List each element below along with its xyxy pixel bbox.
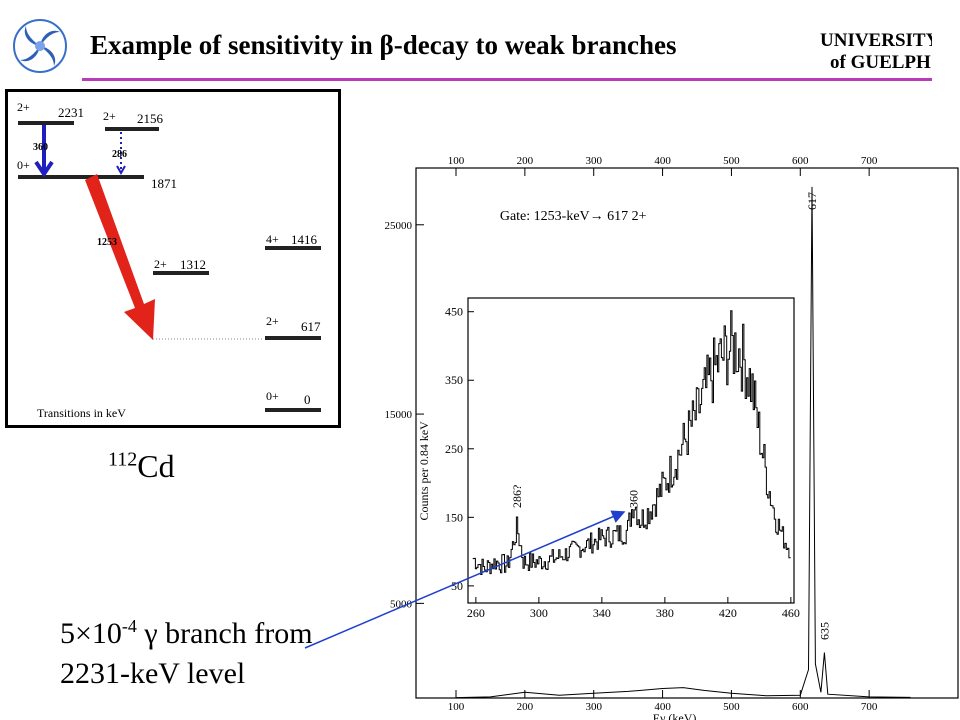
nucleus-mass: 112 (108, 448, 138, 471)
inset-y-tick-label: 250 (445, 442, 463, 456)
level-1312-spin: 2+ (154, 257, 167, 271)
inset-x-tick-label: 420 (719, 606, 737, 620)
inset-y-tick-label: 50 (451, 579, 463, 593)
main-spectrum: 100 100 200 200 300 300 400 400 500 500 600 600 700 7… (385, 155, 959, 720)
title-divider (82, 78, 932, 81)
transition-1253-arrow (85, 174, 155, 340)
main-plot-frame (415, 167, 959, 699)
main-x-tick-label-top: 500 (723, 155, 740, 167)
level-1312-energy: 1312 (180, 257, 206, 272)
slide-title: Example of sensitivity in β-decay to wea… (90, 30, 677, 60)
transition-360-label: 360 (33, 142, 48, 153)
main-y-tick-label: 15000 (385, 409, 413, 421)
inset-x-tick-label: 340 (593, 606, 611, 620)
inset-y-tick-label: 450 (445, 305, 463, 319)
transition-1253-label: 1253 (97, 237, 117, 248)
level-0-spin: 0+ (266, 389, 279, 403)
main-x-tick-label-top: 100 (448, 155, 465, 167)
inset-y-tick-label: 150 (445, 510, 463, 524)
swirl-logo-icon (13, 19, 67, 73)
main-x-tick-label-top: 400 (654, 155, 671, 167)
main-x-tick-label-top: 200 (517, 155, 534, 167)
university-guelph-logo: UNIVERSITY of GUELPH (820, 26, 940, 74)
branch-line1-suffix: γ branch from (136, 617, 313, 650)
level-1871-energy: 1871 (151, 176, 177, 191)
units-caption: Transitions in keV (37, 406, 126, 420)
transition-286-arrowhead (116, 165, 126, 176)
branch-annotation: 5×10-4 γ branch from 2231-keV level (60, 606, 313, 694)
main-series-line (455, 186, 911, 699)
level-617-spin: 2+ (266, 314, 279, 328)
nucleus-label: 112Cd (108, 448, 175, 485)
main-x-tick-label-bottom: 400 (654, 701, 671, 713)
main-chart-title: Gate: 1253-keV→ 617 2+ (500, 209, 647, 224)
main-x-axis-label: Eγ (keV) (653, 711, 697, 720)
level-2156-energy: 2156 (137, 111, 164, 126)
main-x-tick-label-bottom: 300 (585, 701, 602, 713)
main-x-tick-label-bottom: 600 (792, 701, 809, 713)
branch-line2: 2231-keV level (60, 657, 246, 690)
inset-spectrum: 260 300 340 380 420 460 50 150 250 350 450 286? 360 C… (417, 297, 800, 620)
main-peak-label: 635 (817, 622, 831, 640)
level-617-energy: 617 (301, 319, 321, 334)
level-1416-energy: 1416 (291, 232, 318, 247)
gamma-spectrum-chart: 100 100 200 200 300 300 400 400 500 500 600 600 700 7… (385, 155, 959, 720)
main-x-tick-label-bottom: 700 (861, 701, 878, 713)
level-2231-energy: 2231 (58, 105, 84, 120)
level-1871-spin: 0+ (17, 158, 30, 172)
branch-line1-prefix: 5×10 (60, 617, 122, 650)
main-x-tick-label-top: 300 (585, 155, 602, 167)
main-x-tick-label-bottom: 100 (448, 701, 465, 713)
main-peak-label: 617 (805, 192, 819, 210)
main-x-tick-label-top: 600 (792, 155, 809, 167)
inset-peak-label: 286? (510, 485, 524, 508)
nucleus-symbol: Cd (137, 448, 175, 484)
main-y-tick-label: 5000 (390, 598, 413, 610)
transition-360-arrowhead (34, 160, 54, 178)
inset-y-axis-label: Counts per 0.84 keV (417, 421, 431, 521)
inset-y-tick-label: 350 (445, 373, 463, 387)
level-scheme-panel: 2+ 2231 2+ 2156 0+ 1871 360 286 1253 4+ … (5, 89, 341, 428)
main-x-tick-label-bottom: 500 (723, 701, 740, 713)
level-2156-spin: 2+ (103, 109, 116, 123)
main-x-tick-label-top: 700 (861, 155, 878, 167)
main-x-tick-label-bottom: 200 (517, 701, 534, 713)
inset-x-tick-label: 460 (782, 606, 800, 620)
main-y-tick-label: 25000 (385, 220, 413, 232)
branch-line1-exp: -4 (121, 616, 137, 636)
inset-peak-label: 360 (626, 490, 640, 508)
level-0-energy: 0 (304, 392, 311, 407)
level-1416-spin: 4+ (266, 232, 279, 246)
inset-x-tick-label: 300 (530, 606, 548, 620)
inset-plot-frame (467, 297, 795, 604)
logo-line1: UNIVERSITY (820, 30, 932, 51)
logo-line2: of GUELPH (830, 52, 931, 73)
inset-x-tick-label: 380 (656, 606, 674, 620)
inset-x-tick-label: 260 (467, 606, 485, 620)
transition-286-label: 286 (112, 149, 127, 160)
level-2231-spin: 2+ (17, 100, 30, 114)
